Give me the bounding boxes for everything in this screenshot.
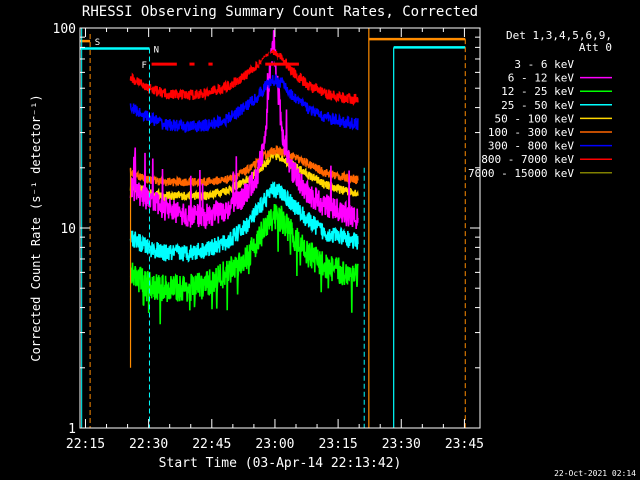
flare-flag-label: F xyxy=(141,61,146,71)
y-tick-label: 10 xyxy=(60,222,76,237)
series-line xyxy=(129,49,359,106)
legend-label: 50 - 100 keV xyxy=(495,112,575,125)
series-line xyxy=(129,74,359,133)
y-tick-label: 100 xyxy=(53,22,76,37)
overlay-layer: S NF xyxy=(80,28,466,428)
legend-label: 300 - 800 keV xyxy=(488,140,574,153)
x-tick-label: 23:30 xyxy=(382,437,421,452)
legend-label: 12 - 25 keV xyxy=(501,85,574,98)
saa-flag-label: S xyxy=(95,38,100,48)
night-flag-label: N xyxy=(154,45,159,55)
x-tick-label: 23:45 xyxy=(445,437,484,452)
y-tick-label: 1 xyxy=(68,422,76,437)
series-line xyxy=(129,30,359,230)
x-tick-label: 22:30 xyxy=(129,437,168,452)
x-tick-label: 22:15 xyxy=(66,437,105,452)
legend-label: 6 - 12 keV xyxy=(508,72,575,85)
legend-label: 3 - 6 keV xyxy=(514,58,574,71)
y-axis-ticks: 1 10 100 xyxy=(53,22,480,437)
y-axis-label: Corrected Count Rate (s⁻¹ detector⁻¹) xyxy=(29,94,43,361)
legend-label: 800 - 7000 keV xyxy=(481,153,574,166)
footer-date: 22-Oct-2021 02:14 xyxy=(554,469,636,478)
x-tick-label: 23:15 xyxy=(319,437,358,452)
x-tick-label: 22:45 xyxy=(192,437,231,452)
chart-title: RHESSI Observing Summary Count Rates, Co… xyxy=(82,4,478,20)
x-tick-label: 23:00 xyxy=(255,437,294,452)
series-line xyxy=(129,181,359,263)
legend-label: 7000 - 15000 keV xyxy=(468,167,574,180)
legend-header-line-2: Att 0 xyxy=(579,41,612,54)
legend-header-line-1: Det 1,3,4,5,6,9, xyxy=(506,29,612,42)
x-axis-label: Start Time (03-Apr-14 22:13:42) xyxy=(159,456,402,471)
series-line xyxy=(129,144,359,188)
legend-label: 25 - 50 keV xyxy=(501,99,574,112)
series-line xyxy=(129,203,359,325)
series-line xyxy=(129,50,359,116)
series-layer xyxy=(129,30,359,325)
legend-label: 100 - 300 keV xyxy=(488,126,574,139)
x-axis-ticks: 22:15 22:30 22:45 23:00 23:15 23:30 23:45 xyxy=(66,28,484,452)
